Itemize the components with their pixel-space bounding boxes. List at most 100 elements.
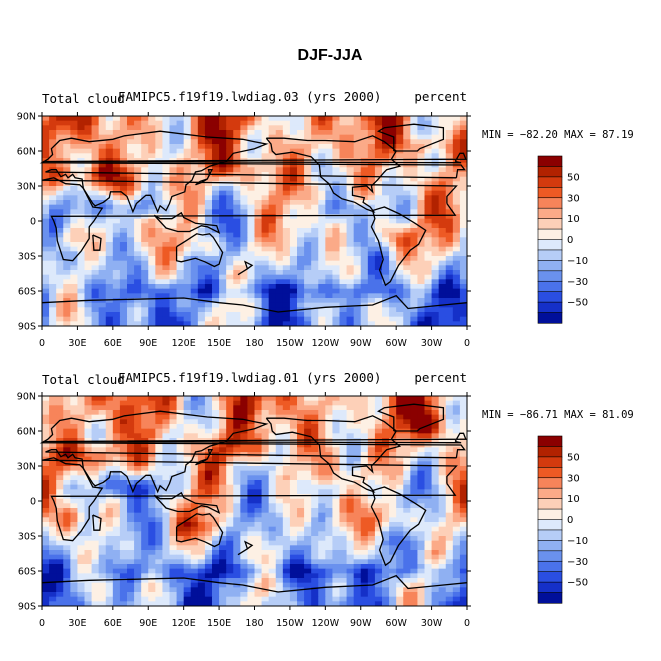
map-cell [254, 116, 262, 122]
map-cell [240, 307, 248, 313]
map-cell [459, 144, 468, 150]
map-cell [162, 522, 170, 528]
map-cell [70, 428, 78, 434]
map-cell [261, 228, 270, 234]
map-cell [304, 228, 312, 234]
map-cell [141, 144, 149, 150]
map-cell [183, 302, 192, 308]
map-cell [56, 512, 64, 518]
map-cell [176, 433, 185, 439]
map-cell [119, 144, 128, 150]
map-cell [339, 526, 347, 532]
map-cell [63, 195, 71, 201]
map-cell [431, 204, 440, 210]
map-cell [127, 480, 135, 486]
map-cell [240, 522, 248, 528]
map-cell [403, 274, 411, 280]
map-cell [275, 228, 284, 234]
map-cell [84, 186, 92, 192]
map-cell [403, 475, 411, 481]
map-cell [332, 400, 340, 406]
map-cell [233, 433, 241, 439]
map-cell [311, 237, 319, 243]
map-cell [282, 503, 291, 509]
map-cell [382, 400, 390, 406]
map-cell [445, 559, 454, 565]
map-cell [289, 293, 298, 299]
map-cell [105, 232, 114, 238]
map-cell [176, 260, 185, 266]
map-cell [219, 512, 227, 518]
map-cell [141, 480, 149, 486]
map-cell [141, 475, 149, 481]
map-cell [374, 396, 383, 402]
map-cell [212, 284, 220, 290]
map-cell [445, 242, 454, 248]
map-cell [325, 312, 333, 318]
map-cell [247, 456, 255, 462]
map-cell [254, 489, 262, 495]
map-cell [119, 284, 128, 290]
map-cell [197, 470, 206, 476]
map-cell [374, 559, 383, 565]
map-cell [148, 442, 156, 448]
map-cell [112, 405, 121, 411]
map-cell [70, 414, 78, 420]
map-cell [247, 186, 255, 192]
map-cell [105, 181, 114, 187]
map-cell [176, 400, 185, 406]
map-cell [204, 284, 213, 290]
map-cell [169, 498, 177, 504]
map-cell [226, 475, 234, 481]
map-cell [396, 531, 404, 537]
map-cell [254, 316, 262, 322]
map-cell [346, 531, 355, 537]
coastline [377, 123, 445, 152]
map-cell [360, 503, 369, 509]
y-tick-label: 60S [18, 287, 36, 298]
map-cell [127, 498, 135, 504]
map-cell [226, 522, 234, 528]
map-cell [56, 209, 64, 215]
map-cell [119, 312, 128, 318]
map-cell [212, 564, 220, 570]
map-cell [410, 116, 418, 122]
map-cell [204, 279, 213, 285]
map-cell [297, 270, 305, 276]
map-cell [169, 209, 177, 215]
map-cell [346, 540, 355, 546]
map-cell [311, 447, 319, 453]
map-cell [233, 298, 241, 304]
map-cell [325, 232, 333, 238]
map-cell [424, 531, 432, 537]
map-cell [410, 466, 418, 472]
map-cell [155, 284, 163, 290]
map-cell [105, 410, 114, 416]
map-cell [396, 274, 404, 280]
map-cell [410, 139, 418, 145]
map-cell [141, 298, 149, 304]
map-cell [396, 288, 404, 294]
map-cell [339, 503, 347, 509]
map-cell [254, 120, 262, 126]
map-cell [304, 130, 312, 136]
map-cell [346, 144, 355, 150]
map-cell [190, 162, 199, 168]
map-cell [204, 232, 213, 238]
map-cell [197, 237, 206, 243]
map-cell [445, 288, 454, 294]
map-cell [360, 298, 369, 304]
map-cell [127, 550, 135, 556]
map-cell [176, 466, 185, 472]
map-cell [134, 414, 142, 420]
map-cell [91, 550, 100, 556]
map-cell [42, 536, 50, 542]
map-cell [445, 536, 454, 542]
map-cell [318, 508, 326, 514]
map-cell [70, 130, 78, 136]
map-cell [268, 400, 277, 406]
map-cell [127, 153, 135, 159]
map-cell [247, 512, 255, 518]
map-cell [346, 181, 355, 187]
map-cell [190, 125, 199, 131]
